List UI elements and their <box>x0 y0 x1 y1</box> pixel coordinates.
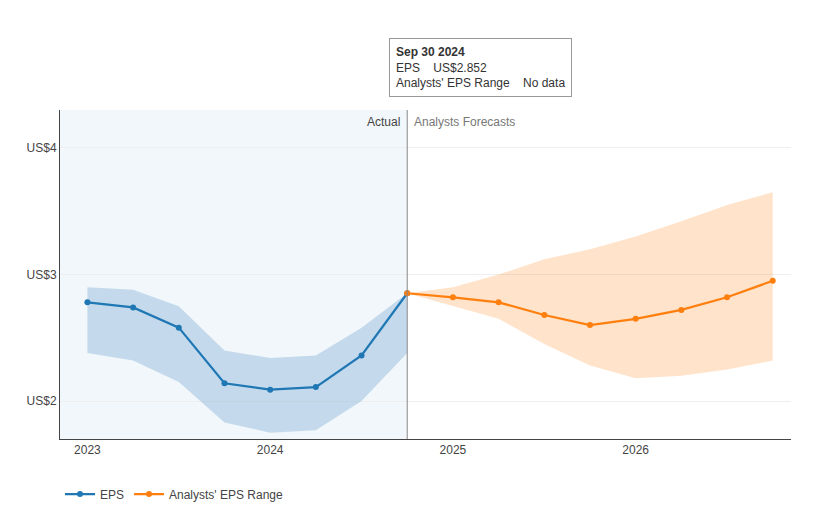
svg-text:2023: 2023 <box>74 443 101 457</box>
svg-text:2026: 2026 <box>622 443 649 457</box>
svg-text:Analysts Forecasts: Analysts Forecasts <box>414 115 515 129</box>
svg-text:US$4: US$4 <box>27 141 57 155</box>
svg-text:2024: 2024 <box>257 443 284 457</box>
svg-text:Sep 30 2024EPS US$2.852Anal: Sep 30 2024EPS US$2.852Analysts' EPS Ran… <box>396 45 565 90</box>
svg-text:EPS: EPS <box>100 488 124 502</box>
svg-text:2025: 2025 <box>440 443 467 457</box>
svg-text:Analysts' EPS Range: Analysts' EPS Range <box>169 488 283 502</box>
svg-text:US$2: US$2 <box>27 394 57 408</box>
svg-text:US$3: US$3 <box>27 268 57 282</box>
svg-text:Actual: Actual <box>367 115 400 129</box>
